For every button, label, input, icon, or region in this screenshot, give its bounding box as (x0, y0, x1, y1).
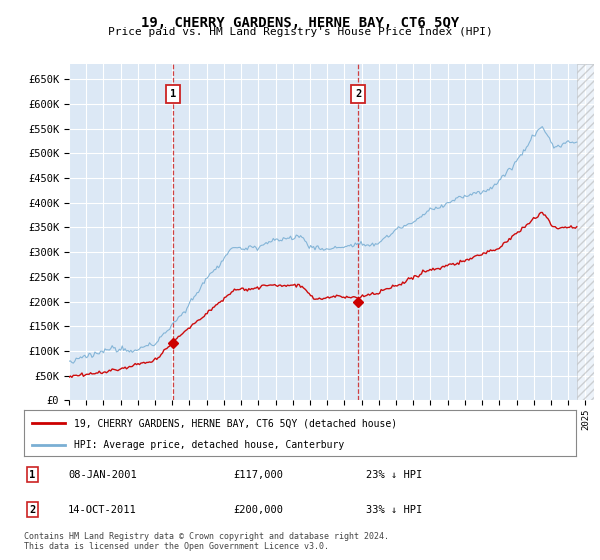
Text: 2: 2 (355, 89, 361, 99)
Bar (577, 64, 594, 400)
Text: £200,000: £200,000 (234, 505, 284, 515)
Text: 1: 1 (29, 470, 35, 479)
Text: 19, CHERRY GARDENS, HERNE BAY, CT6 5QY: 19, CHERRY GARDENS, HERNE BAY, CT6 5QY (141, 16, 459, 30)
Text: HPI: Average price, detached house, Canterbury: HPI: Average price, detached house, Cant… (74, 440, 344, 450)
Text: 14-OCT-2011: 14-OCT-2011 (68, 505, 137, 515)
Text: 19, CHERRY GARDENS, HERNE BAY, CT6 5QY (detached house): 19, CHERRY GARDENS, HERNE BAY, CT6 5QY (… (74, 418, 397, 428)
Text: 08-JAN-2001: 08-JAN-2001 (68, 470, 137, 479)
Text: 33% ↓ HPI: 33% ↓ HPI (366, 505, 422, 515)
Text: 23% ↓ HPI: 23% ↓ HPI (366, 470, 422, 479)
Text: Contains HM Land Registry data © Crown copyright and database right 2024.
This d: Contains HM Land Registry data © Crown c… (24, 532, 389, 552)
Text: 1: 1 (170, 89, 176, 99)
Text: 2: 2 (29, 505, 35, 515)
Text: £117,000: £117,000 (234, 470, 284, 479)
Text: Price paid vs. HM Land Registry's House Price Index (HPI): Price paid vs. HM Land Registry's House … (107, 27, 493, 37)
